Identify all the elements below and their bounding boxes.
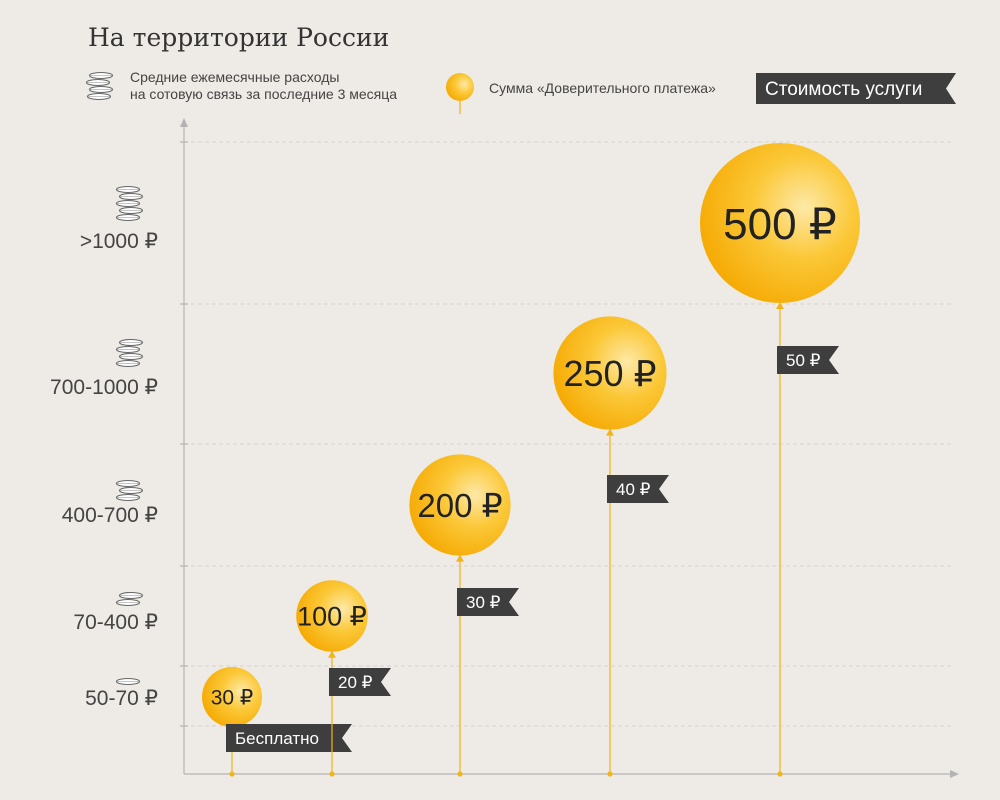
fee-tag-label: 50 ₽ <box>786 351 821 370</box>
fee-tag-background <box>457 588 519 616</box>
y-tick-label: 400-700 ₽ <box>62 504 158 527</box>
fee-tag-background <box>329 668 391 696</box>
balloon-point: 500 ₽ 50 ₽ <box>700 143 860 777</box>
y-axis-arrow <box>180 118 188 127</box>
fee-tag-background <box>226 724 352 752</box>
balloon-point: 200 ₽ 30 ₽ <box>409 454 519 777</box>
chart-marks: 30 ₽ Бесплатно 100 ₽ 20 ₽ 200 ₽ 30 ₽ 250 ₽ 40 ₽… <box>202 143 860 777</box>
fee-tag: 50 ₽ <box>777 346 839 374</box>
coin-stack-icon <box>85 71 114 101</box>
legend-spend-label: Средние ежемесячные расходы на сотовую с… <box>130 69 397 102</box>
balloon-knot <box>328 650 336 658</box>
balloon-point: 250 ₽ 40 ₽ <box>553 316 669 777</box>
balloon-knot <box>776 302 784 309</box>
balloon-value-label: 30 ₽ <box>211 687 254 710</box>
fee-tag: Бесплатно <box>226 724 352 752</box>
fee-tag-background <box>777 346 839 374</box>
fee-tag-label: Бесплатно <box>235 729 319 748</box>
balloon <box>553 316 667 430</box>
legend-fee-tag: Стоимость услуги <box>756 73 956 104</box>
balloon-point: 100 ₽ 20 ₽ <box>296 580 391 777</box>
x-axis-arrow <box>950 770 959 778</box>
x-axis-dot <box>777 771 783 777</box>
coin-stack-icon <box>115 185 144 222</box>
y-tick-label: >1000 ₽ <box>80 230 158 253</box>
fee-tag-label: 20 ₽ <box>338 673 373 692</box>
balloon-value-label: 200 ₽ <box>417 487 502 524</box>
fee-tag-label: 30 ₽ <box>466 593 501 612</box>
balloon-icon <box>446 73 474 114</box>
balloon-knot <box>456 554 464 562</box>
y-tick-label: 50-70 ₽ <box>85 687 158 710</box>
fee-tag-label: 40 ₽ <box>616 480 651 499</box>
coin-stack-icon <box>115 677 141 686</box>
coin-stack-icon <box>115 338 144 368</box>
x-axis-dot <box>607 771 613 777</box>
legend-fee-label: Стоимость услуги <box>765 79 922 100</box>
balloon-point: 30 ₽ Бесплатно <box>202 667 352 777</box>
fee-tag: 30 ₽ <box>457 588 519 616</box>
balloon-value-label: 250 ₽ <box>564 353 657 394</box>
balloon-value-label: 100 ₽ <box>297 602 367 632</box>
balloon <box>202 667 262 727</box>
balloon <box>409 454 511 556</box>
y-tick-label: 700-1000 ₽ <box>50 376 158 399</box>
balloon <box>296 580 368 652</box>
legend-payment-label: Сумма «Доверительного платежа» <box>489 80 716 96</box>
axes <box>180 118 959 778</box>
chart-title: На территории России <box>88 23 389 52</box>
coin-stack-icon <box>115 591 144 607</box>
y-tick-label: 70-400 ₽ <box>73 611 158 634</box>
fee-tag: 40 ₽ <box>607 475 669 503</box>
x-axis-dot <box>329 771 335 777</box>
y-axis-labels: 50-70 ₽ 70-400 ₽ 400-700 ₽ 700-1000 ₽ >1000 … <box>50 185 158 710</box>
x-axis-dot <box>229 771 235 777</box>
coin-stack-icon <box>115 479 144 502</box>
fee-tag-background <box>607 475 669 503</box>
balloon <box>700 143 860 303</box>
legend: Средние ежемесячные расходы на сотовую с… <box>85 69 956 114</box>
balloon-value-label: 500 ₽ <box>723 200 837 249</box>
fee-tag: 20 ₽ <box>329 668 391 696</box>
balloon-knot <box>606 428 614 436</box>
x-axis-dot <box>457 771 463 777</box>
